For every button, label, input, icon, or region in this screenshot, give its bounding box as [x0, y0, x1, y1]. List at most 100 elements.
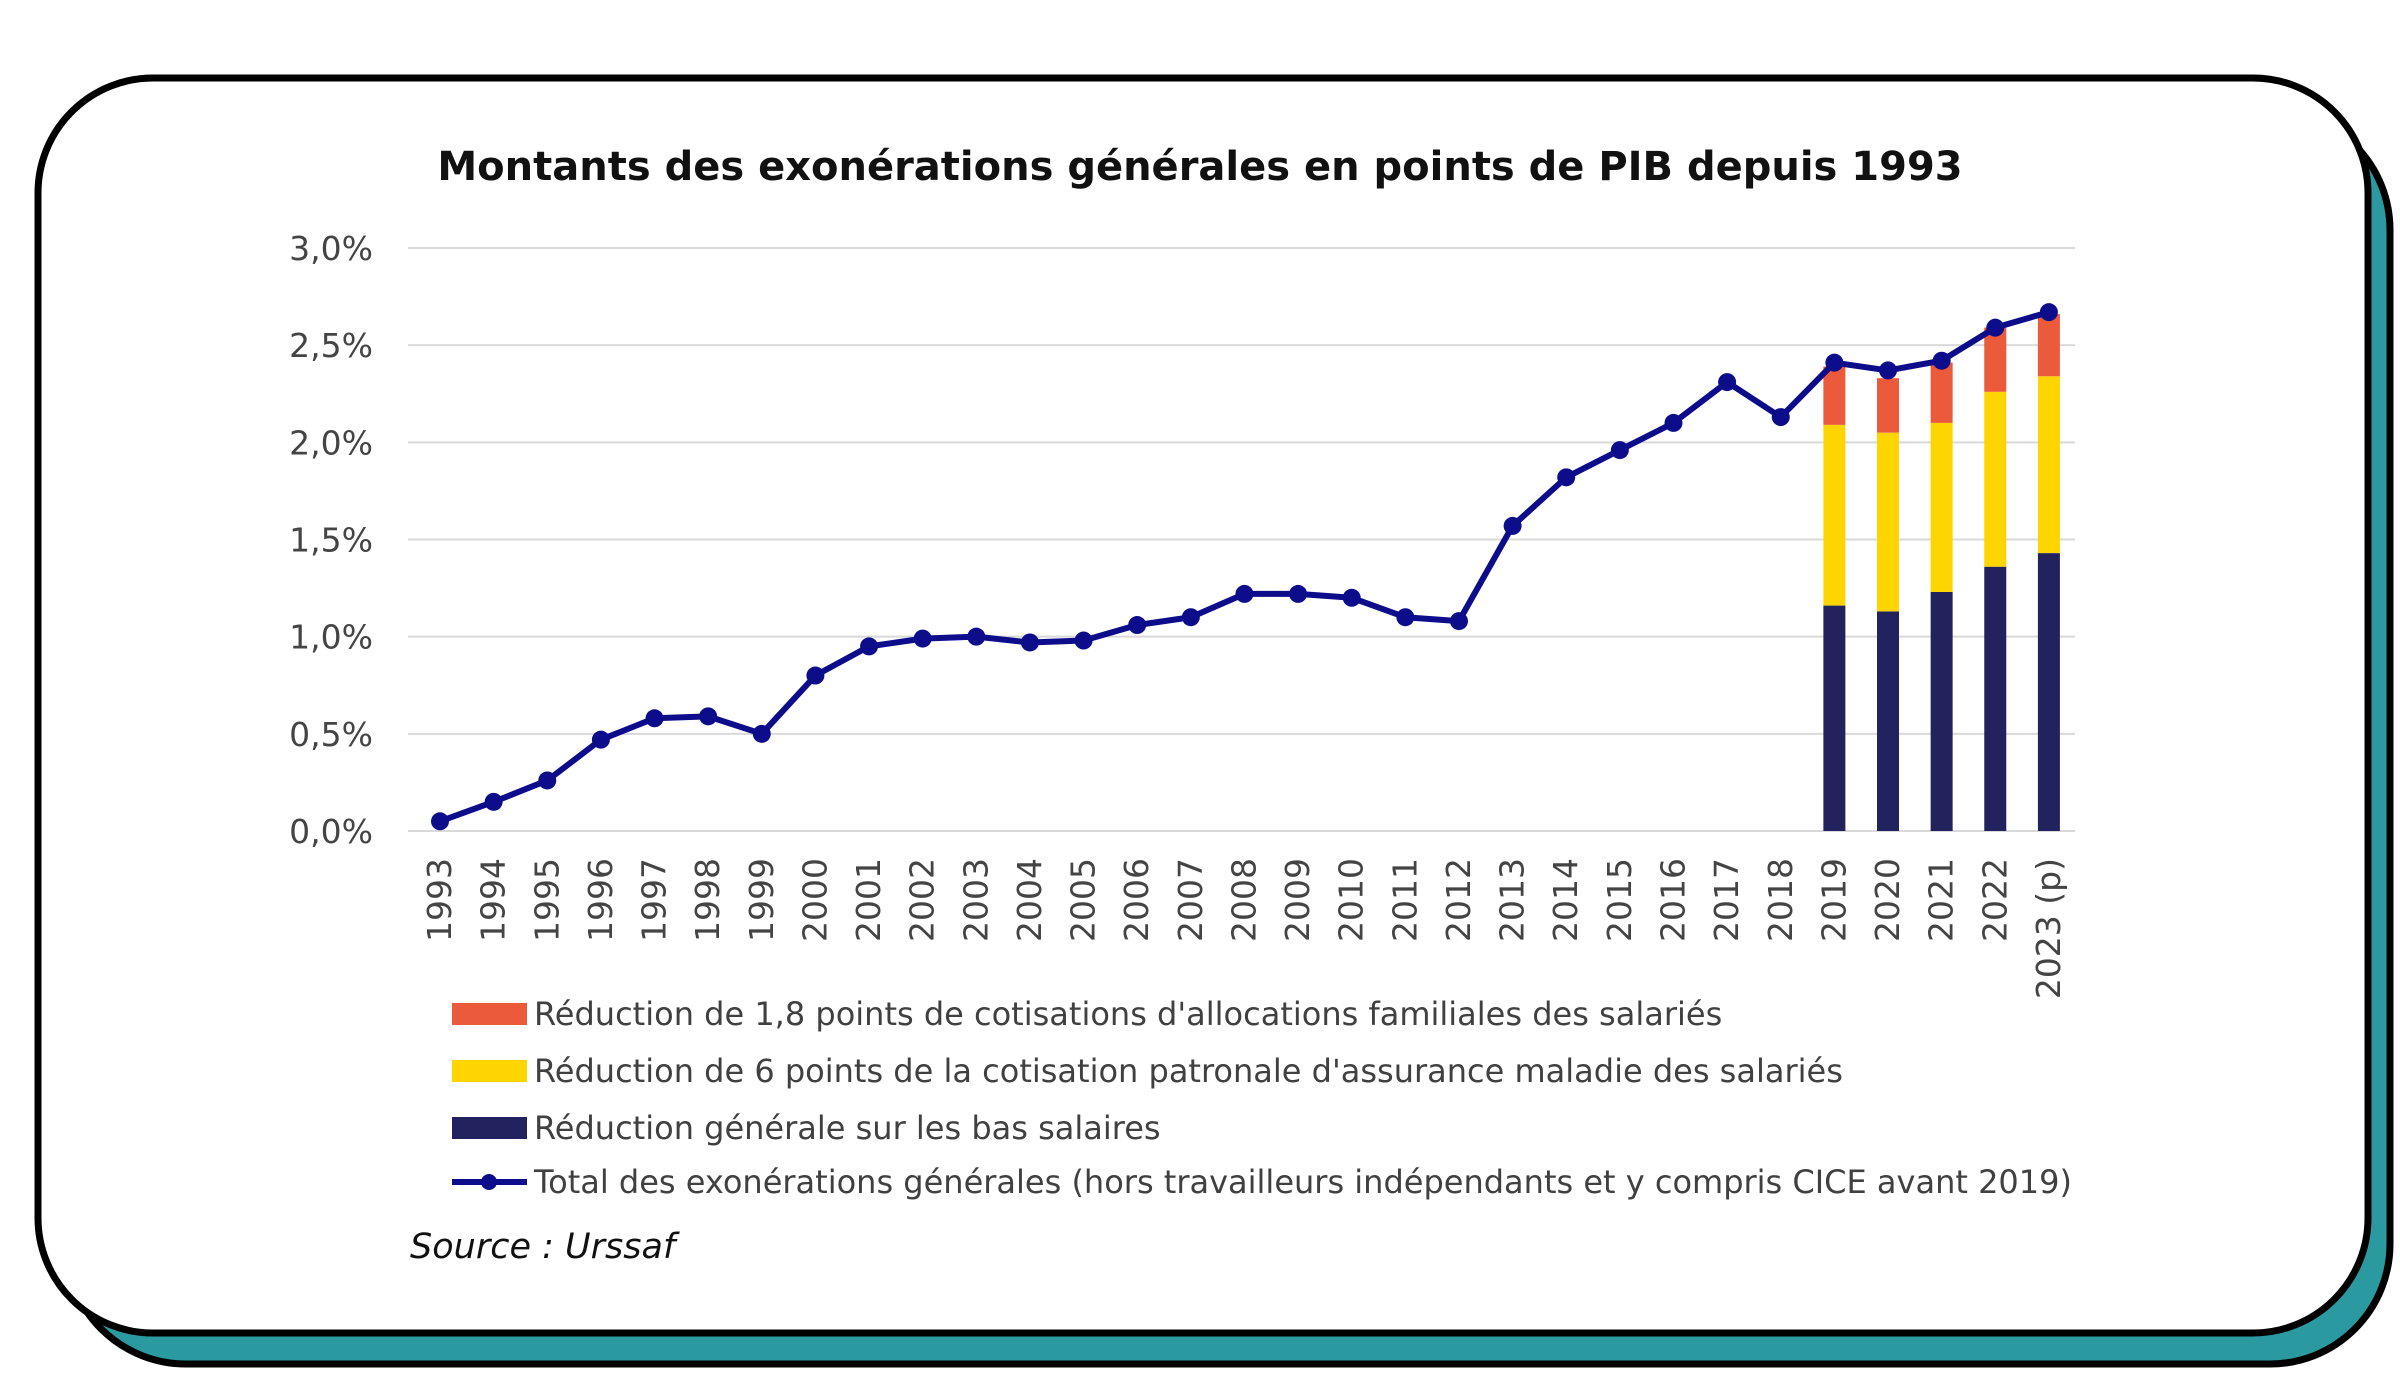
total-point	[591, 730, 610, 749]
total-point	[1610, 441, 1629, 460]
total-point	[1557, 468, 1576, 487]
x-tick-label: 1995	[527, 858, 566, 942]
y-tick-label: 3,0%	[289, 229, 373, 268]
bar-maladie	[1823, 424, 1846, 606]
total-point	[1235, 584, 1254, 603]
legend-label-bas-salaires: Réduction générale sur les bas salaires	[534, 1109, 1161, 1147]
legend-label-allocations: Réduction de 1,8 points de cotisations d…	[534, 995, 1722, 1033]
bar-allocations	[1823, 366, 1846, 425]
total-point	[967, 627, 986, 646]
x-tick-label: 2001	[849, 858, 888, 942]
x-tick-label: 2016	[1653, 858, 1692, 942]
total-point	[1074, 631, 1093, 650]
bar-bas-salaires	[1984, 566, 2007, 831]
bar-maladie	[2037, 376, 2060, 554]
x-tick-label: 2013	[1493, 858, 1532, 942]
legend-label-maladie: Réduction de 6 points de la cotisation p…	[534, 1052, 1843, 1090]
x-tick-label: 2014	[1546, 858, 1585, 942]
total-point	[1396, 608, 1415, 627]
x-tick-label: 2002	[903, 858, 942, 942]
x-tick-label: 2010	[1332, 858, 1371, 942]
total-point	[1664, 413, 1683, 432]
y-axis-ticks: 0,0% 0,5% 1,0% 1,5% 2,0% 2,5% 3,0%	[289, 229, 373, 851]
x-tick-label: 2007	[1171, 858, 1210, 942]
total-line-series	[431, 303, 2058, 831]
x-axis-ticks: 1993 1994 1995 1996 1997 1998 1999 2000 2001 2002…	[420, 858, 2068, 999]
legend-label-total: Total des exonérations générales (hors t…	[533, 1163, 2072, 1201]
bar-allocations	[1877, 378, 1900, 433]
total-point	[1020, 633, 1039, 652]
x-tick-label: 1999	[742, 858, 781, 942]
total-point	[1503, 516, 1522, 535]
x-tick-label: 2009	[1278, 858, 1317, 942]
bar-bas-salaires	[1930, 591, 1953, 831]
total-point	[1128, 616, 1147, 635]
total-point	[913, 629, 932, 648]
x-tick-label: 2023 (p)	[2029, 858, 2068, 999]
chart-title: Montants des exonérations générales en p…	[437, 144, 1962, 190]
total-point	[1986, 318, 2005, 337]
x-tick-label: 2019	[1814, 858, 1853, 942]
x-tick-label: 1996	[581, 858, 620, 942]
x-tick-label: 2021	[1922, 858, 1961, 942]
x-tick-label: 2008	[1224, 858, 1263, 942]
x-tick-label: 2003	[956, 858, 995, 942]
x-tick-label: 1998	[688, 858, 727, 942]
total-point	[1718, 373, 1737, 392]
bar-bas-salaires	[1877, 611, 1900, 831]
x-tick-label: 2022	[1975, 858, 2014, 942]
total-point	[538, 771, 557, 790]
bar-bas-salaires	[1823, 605, 1846, 831]
bar-bas-salaires	[2037, 553, 2060, 831]
total-point	[1181, 608, 1200, 627]
bar-allocations	[1930, 362, 1953, 423]
x-tick-label: 2004	[1010, 858, 1049, 942]
legend-swatch-bas-salaires	[452, 1117, 527, 1139]
legend: Réduction de 1,8 points de cotisations d…	[452, 995, 2072, 1201]
legend-swatch-total-marker	[481, 1174, 497, 1190]
legend-swatch-allocations	[452, 1003, 527, 1025]
total-point	[1289, 584, 1308, 603]
bar-maladie	[1984, 391, 2007, 567]
y-tick-label: 1,5%	[289, 521, 373, 560]
x-tick-label: 2011	[1385, 858, 1424, 942]
x-tick-label: 2015	[1600, 858, 1639, 942]
bar-maladie	[1930, 422, 1953, 592]
total-point	[1342, 588, 1361, 607]
total-point	[806, 666, 825, 685]
total-point	[431, 812, 449, 831]
x-tick-label: 1993	[420, 858, 459, 942]
x-tick-label: 2000	[795, 858, 834, 942]
x-tick-label: 2017	[1707, 858, 1746, 942]
bar-allocations	[1984, 327, 2007, 392]
total-point	[1932, 351, 1951, 370]
x-tick-label: 1997	[635, 858, 674, 942]
total-point	[1825, 353, 1844, 372]
card-face	[34, 74, 2372, 1337]
x-tick-label: 2020	[1868, 858, 1907, 942]
x-tick-label: 2012	[1439, 858, 1478, 942]
y-tick-label: 2,5%	[289, 326, 373, 365]
y-tick-label: 2,0%	[289, 423, 373, 462]
total-point	[1879, 361, 1898, 380]
x-tick-label: 1994	[474, 858, 513, 942]
legend-swatch-maladie	[452, 1060, 527, 1082]
total-point	[645, 709, 664, 728]
x-tick-label: 2018	[1761, 858, 1800, 942]
y-tick-label: 1,0%	[289, 618, 373, 657]
bar-allocations	[2037, 314, 2060, 377]
total-point	[2039, 303, 2058, 322]
source-note: Source : Urssaf	[410, 1227, 680, 1267]
gridlines	[408, 247, 2075, 832]
y-tick-label: 0,5%	[289, 715, 373, 754]
total-point	[860, 637, 879, 656]
total-point	[1771, 408, 1790, 427]
total-point	[752, 724, 771, 743]
total-point	[699, 707, 718, 726]
x-tick-label: 2005	[1064, 858, 1103, 942]
total-point	[484, 792, 503, 811]
x-tick-label: 2006	[1117, 858, 1156, 942]
bar-maladie	[1877, 432, 1900, 612]
y-tick-label: 0,0%	[289, 812, 373, 851]
